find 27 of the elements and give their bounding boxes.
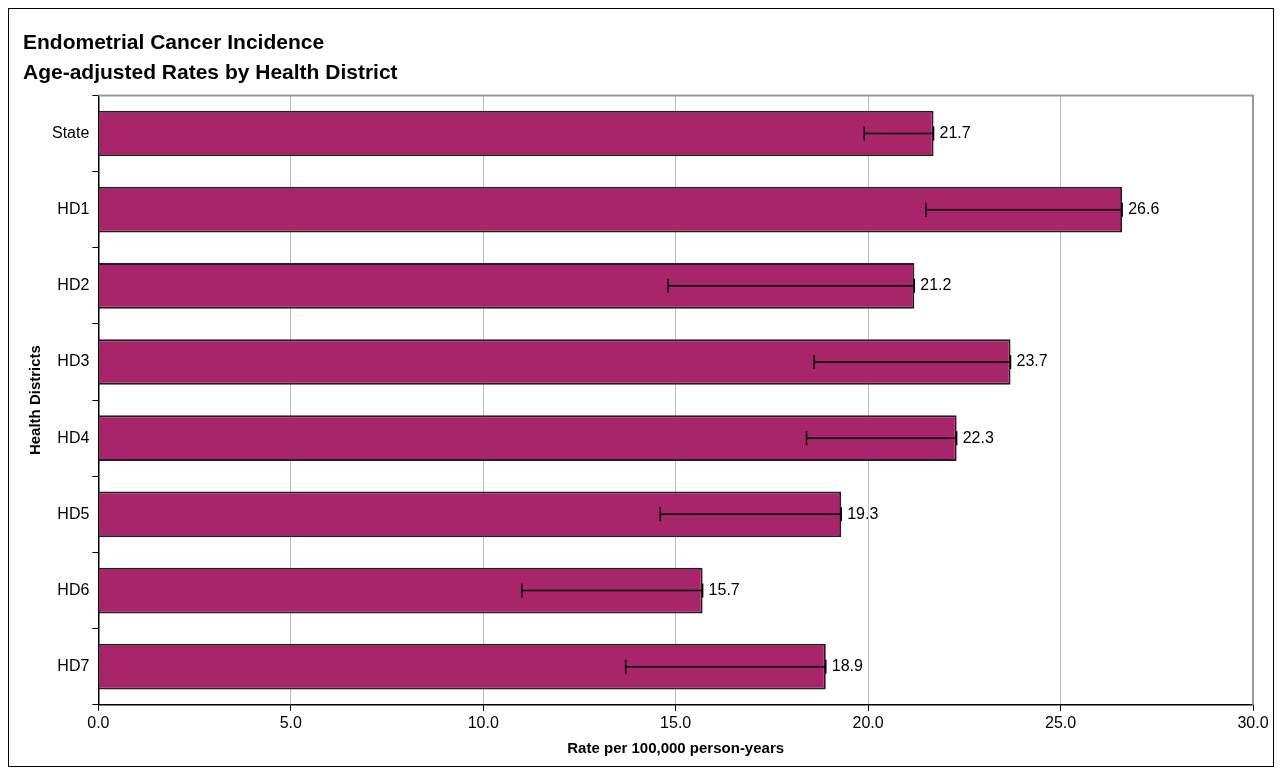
data-label: 19.3	[847, 504, 879, 522]
data-label: 21.7	[939, 123, 971, 141]
x-tick-label: 25.0	[1044, 713, 1077, 731]
chart-title: Endometrial Cancer Incidence	[23, 30, 325, 54]
data-label: 18.9	[831, 657, 864, 675]
y-tick-label: HD4	[57, 428, 90, 446]
y-tick-label: HD7	[57, 657, 90, 675]
y-tick-label: HD2	[57, 276, 90, 294]
x-tick-label: 5.0	[279, 713, 303, 731]
y-tick-label: HD1	[57, 200, 90, 218]
data-label: 21.2	[920, 276, 952, 294]
chart-subtitle: Age-adjusted Rates by Health District	[23, 59, 398, 83]
x-tick-label: 15.0	[660, 713, 692, 731]
y-tick-label: HD6	[57, 580, 90, 598]
y-tick-label: HD5	[57, 504, 90, 522]
y-tick-label: HD3	[57, 352, 90, 370]
y-axis-title: Health Districts	[26, 345, 44, 456]
y-tick-label: State	[52, 123, 90, 141]
data-label: 26.6	[1128, 200, 1160, 218]
data-label: 15.7	[708, 580, 740, 598]
x-axis-title: Rate per 100,000 person-years	[567, 739, 785, 757]
x-tick-label: 0.0	[87, 713, 110, 731]
x-tick-label: 10.0	[467, 713, 499, 731]
x-tick-label: 30.0	[1237, 713, 1269, 731]
x-tick-label: 20.0	[852, 713, 884, 731]
data-label: 23.7	[1016, 352, 1048, 370]
data-label: 22.3	[962, 428, 994, 446]
